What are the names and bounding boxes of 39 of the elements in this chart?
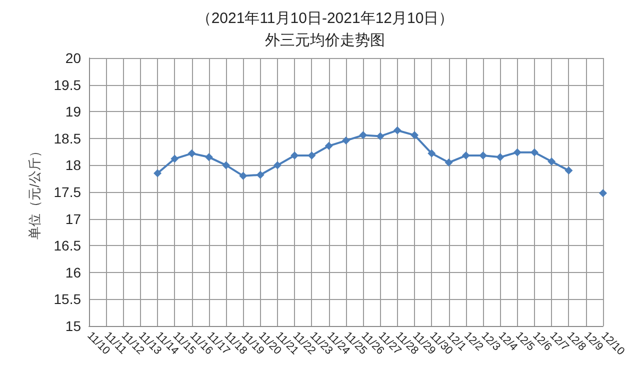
point bbox=[462, 152, 470, 160]
point bbox=[513, 148, 522, 156]
point bbox=[342, 136, 350, 145]
point bbox=[428, 149, 436, 158]
point bbox=[479, 152, 488, 160]
chart-title: （2021年11月10日-2021年12月10日） bbox=[196, 10, 454, 27]
y-axis-title: 单位（元/公斤） bbox=[27, 144, 42, 240]
point bbox=[239, 172, 248, 180]
point bbox=[410, 131, 419, 140]
point bbox=[256, 170, 264, 179]
point bbox=[393, 126, 402, 134]
y-tick-label: 17.5 bbox=[54, 184, 82, 200]
y-tick-label: 15.5 bbox=[54, 291, 82, 308]
y-tick-label: 19 bbox=[65, 104, 82, 120]
y-tick-label: 18.5 bbox=[54, 130, 82, 146]
point bbox=[154, 169, 162, 178]
y-tick-label: 16 bbox=[65, 264, 82, 280]
point bbox=[204, 153, 213, 162]
point bbox=[599, 189, 607, 198]
point bbox=[308, 152, 316, 160]
y-tick-label: 15 bbox=[65, 318, 82, 334]
point bbox=[359, 131, 368, 140]
point bbox=[170, 154, 179, 163]
y-tick-label: 17 bbox=[65, 210, 82, 227]
point bbox=[188, 149, 196, 158]
point bbox=[324, 142, 333, 150]
point bbox=[496, 153, 504, 162]
y-tick-label: 16.5 bbox=[54, 238, 82, 254]
y-tick-label: 18 bbox=[65, 157, 82, 174]
point bbox=[376, 132, 384, 140]
point bbox=[273, 161, 282, 170]
chart-subtitle: 外三元均价走势图 bbox=[265, 32, 385, 49]
point bbox=[564, 166, 573, 175]
point bbox=[222, 161, 230, 170]
point bbox=[444, 158, 453, 167]
y-tick-label: 20 bbox=[65, 50, 82, 66]
y-tick-label: 19.5 bbox=[54, 76, 82, 93]
point bbox=[548, 157, 556, 166]
point bbox=[530, 148, 538, 156]
